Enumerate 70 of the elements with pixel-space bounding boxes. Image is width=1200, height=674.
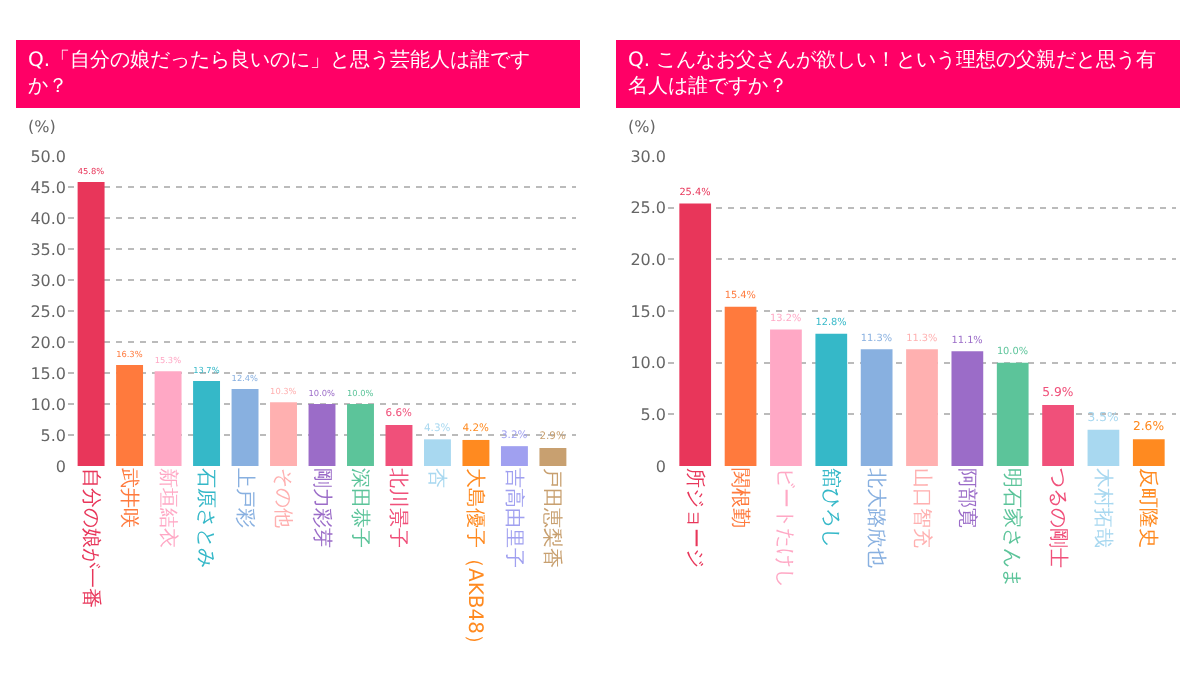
bar (815, 333, 848, 466)
x-tick-label: 戸田恵梨香 (540, 468, 565, 568)
y-tick-label: 40.0 (30, 209, 66, 228)
bar (770, 329, 802, 466)
x-tick-label: 関根勤 (728, 468, 753, 528)
x-tick-label: 大島優子（AKB48） (463, 468, 488, 654)
y-tick-label: 25.0 (630, 199, 666, 218)
bar (385, 425, 413, 466)
x-tick-label: 剛力彩芽 (309, 468, 334, 548)
y-axis-title: (%) (628, 118, 656, 136)
x-tick-label: 北大路欣也 (864, 468, 889, 568)
y-tick-label: 45.0 (30, 178, 66, 197)
bar (500, 446, 528, 466)
bar (77, 182, 105, 466)
y-tick-label: 10.0 (630, 354, 666, 373)
bar (270, 402, 297, 466)
x-tick-label: 舘ひろし (818, 468, 843, 548)
bar (679, 203, 712, 466)
bar (1132, 439, 1165, 466)
bar (423, 439, 451, 466)
y-tick-label: 15.0 (630, 302, 666, 321)
x-tick-label: 石原さとみ (194, 468, 217, 568)
x-tick-label: 上戸彩 (232, 468, 257, 528)
x-tick-label: 自分の娘が一番 (78, 468, 103, 608)
bar (996, 362, 1029, 466)
chart-title: Q.「自分の娘だったら良いのに」と思う芸能人は誰ですか？ (16, 40, 580, 108)
y-tick-label: 50.0 (30, 147, 66, 166)
bar (1042, 405, 1074, 466)
y-tick-label: 0 (55, 457, 66, 476)
x-tick-label: 武井咲 (117, 468, 142, 528)
x-tick-label: 杏 (424, 468, 449, 488)
y-axis-title: (%) (28, 118, 56, 136)
y-tick-label: 20.0 (630, 250, 666, 269)
x-tick-label: ビートたけし (773, 468, 796, 588)
bar (906, 349, 938, 466)
chart-title: Q. こんなお父さんが欲しい！という理想の父親だと思う有名人は誰ですか？ (616, 40, 1180, 108)
x-tick-label: 吉高由里子 (501, 468, 526, 568)
x-tick-label: その他 (271, 468, 296, 528)
bar (231, 389, 259, 466)
bar (308, 404, 336, 466)
bar (951, 351, 984, 466)
bar (116, 364, 144, 466)
x-tick-label: 木村拓哉 (1090, 468, 1115, 548)
bar (724, 306, 757, 466)
y-tick-label: 30.0 (30, 271, 66, 290)
x-tick-label: 明石家さんま (1000, 468, 1025, 588)
bar (1087, 429, 1120, 466)
x-tick-label: 北川景子 (386, 468, 411, 548)
y-tick-label: 0 (655, 457, 666, 476)
y-tick-label: 20.0 (30, 333, 66, 352)
y-tick-label: 5.0 (640, 405, 666, 424)
y-tick-label: 25.0 (30, 302, 66, 321)
x-tick-label: 反町隆史 (1136, 468, 1161, 548)
y-tick-label: 15.0 (30, 364, 66, 383)
bar (347, 404, 374, 466)
bar (539, 448, 567, 466)
y-tick-label: 5.0 (40, 426, 66, 445)
y-tick-label: 30.0 (630, 147, 666, 166)
bar (462, 439, 490, 466)
bar (860, 349, 893, 466)
x-tick-label: 新垣結衣 (155, 468, 180, 548)
x-tick-label: 阿部寛 (954, 468, 979, 528)
y-tick-label: 35.0 (30, 240, 66, 259)
x-tick-label: 深田恭子 (347, 468, 372, 548)
y-tick-label: 10.0 (30, 395, 66, 414)
bar (154, 371, 182, 466)
x-tick-label: 山口智充 (909, 468, 934, 548)
x-tick-label: つるの剛士 (1045, 468, 1070, 568)
x-tick-label: 所ジョージ (682, 468, 707, 568)
bar (193, 381, 221, 466)
